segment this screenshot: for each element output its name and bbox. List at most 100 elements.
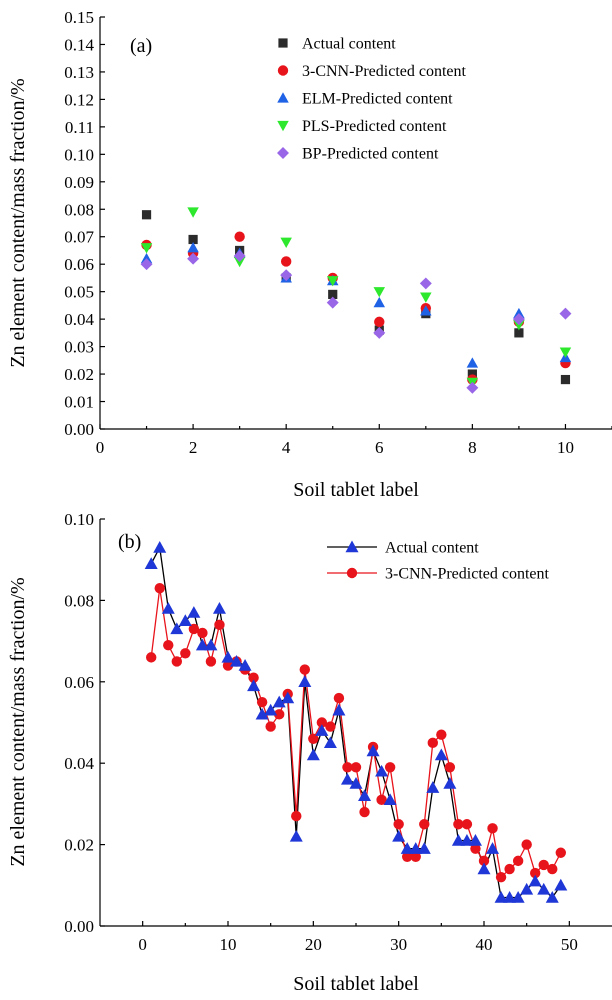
data-point <box>426 781 440 793</box>
data-point <box>538 859 549 871</box>
y-tick-label: 0.06 <box>64 255 94 274</box>
data-point <box>555 847 566 858</box>
data-point <box>306 748 320 761</box>
data-point <box>299 664 310 675</box>
y-tick-label: 0.05 <box>64 283 94 302</box>
data-point <box>281 691 295 704</box>
data-point <box>451 834 465 846</box>
data-point <box>255 707 269 720</box>
legend-marker <box>277 65 289 76</box>
data-point <box>323 736 337 749</box>
data-point <box>222 660 234 671</box>
data-point <box>298 675 312 687</box>
panel-a-data-points <box>140 207 572 394</box>
data-point <box>486 842 500 854</box>
data-point <box>460 834 474 846</box>
data-point <box>359 806 370 818</box>
data-point <box>409 842 423 854</box>
y-tick-label: 0.06 <box>64 673 94 692</box>
data-point <box>195 638 209 651</box>
data-point <box>205 656 217 667</box>
data-point <box>141 210 152 220</box>
data-point <box>560 374 571 385</box>
data-point <box>410 851 421 863</box>
data-point <box>530 867 541 879</box>
data-point <box>503 891 517 903</box>
data-point <box>315 724 329 736</box>
y-tick-label: 0.09 <box>64 173 94 192</box>
data-point <box>146 652 157 663</box>
data-point <box>477 862 491 875</box>
panel-a-x-ticks: 0 2 4 6 8 10 <box>96 424 612 457</box>
data-point <box>140 258 153 271</box>
data-point <box>340 772 354 785</box>
panel-b-y-ticks: 0.00 0.02 0.04 0.06 0.08 0.10 <box>64 510 105 936</box>
x-tick-label: 0 <box>96 438 105 457</box>
data-point <box>180 648 191 659</box>
legend-label: BP-Predicted content <box>302 146 439 163</box>
data-point <box>291 810 302 822</box>
y-tick-label: 0.04 <box>64 310 94 329</box>
data-point <box>392 829 406 842</box>
x-tick-label: 4 <box>282 438 291 457</box>
data-point <box>495 871 507 883</box>
data-point <box>247 679 261 692</box>
data-point <box>443 777 457 789</box>
x-tick-label: 10 <box>220 935 237 954</box>
data-point <box>265 721 276 732</box>
data-point <box>264 703 278 716</box>
data-point <box>366 744 380 757</box>
data-point <box>436 729 447 740</box>
data-point <box>342 762 353 773</box>
y-tick-label: 0.03 <box>64 338 94 357</box>
data-point <box>280 256 292 267</box>
y-tick-label: 0.13 <box>64 63 94 82</box>
legend-marker <box>277 120 289 132</box>
y-tick-label: 0.07 <box>64 228 94 247</box>
data-point <box>417 842 431 854</box>
data-point <box>233 249 246 262</box>
data-point <box>478 855 490 867</box>
data-point <box>214 619 225 631</box>
data-point <box>204 638 218 651</box>
data-point <box>140 252 153 264</box>
data-point <box>170 622 184 635</box>
data-point <box>393 819 404 830</box>
data-point <box>140 243 153 254</box>
data-point <box>188 623 200 635</box>
data-point <box>289 829 303 842</box>
y-tick-label: 0.00 <box>64 917 94 936</box>
data-point <box>494 891 508 903</box>
data-point <box>272 695 286 708</box>
x-tick-label: 20 <box>305 935 322 954</box>
data-point <box>144 557 158 569</box>
data-point <box>512 855 524 867</box>
data-point <box>333 692 345 704</box>
data-point <box>171 656 182 667</box>
series-line <box>150 588 562 879</box>
panel-b-x-axis-label: Soil tablet label <box>293 973 419 995</box>
data-point <box>280 269 293 282</box>
legend-label: PLS-Predicted content <box>302 118 447 135</box>
data-point <box>504 863 515 875</box>
data-point <box>326 276 339 287</box>
y-tick-label: 0.11 <box>65 118 94 137</box>
x-tick-label: 40 <box>476 935 493 954</box>
data-point <box>248 672 259 683</box>
data-point <box>453 819 464 830</box>
legend-marker <box>278 38 288 48</box>
data-point <box>376 794 387 806</box>
legend-label: ELM-Predicted content <box>302 91 453 108</box>
x-tick-label: 8 <box>468 438 477 457</box>
data-point <box>444 762 456 773</box>
data-point <box>419 819 430 830</box>
x-tick-label: 10 <box>557 438 574 457</box>
y-tick-label: 0.04 <box>64 754 94 773</box>
data-point <box>420 305 432 316</box>
data-point <box>528 874 542 887</box>
data-point <box>487 823 498 834</box>
data-point <box>384 762 396 773</box>
data-point <box>554 878 568 891</box>
y-tick-label: 0.14 <box>64 35 94 54</box>
data-point <box>537 882 551 895</box>
